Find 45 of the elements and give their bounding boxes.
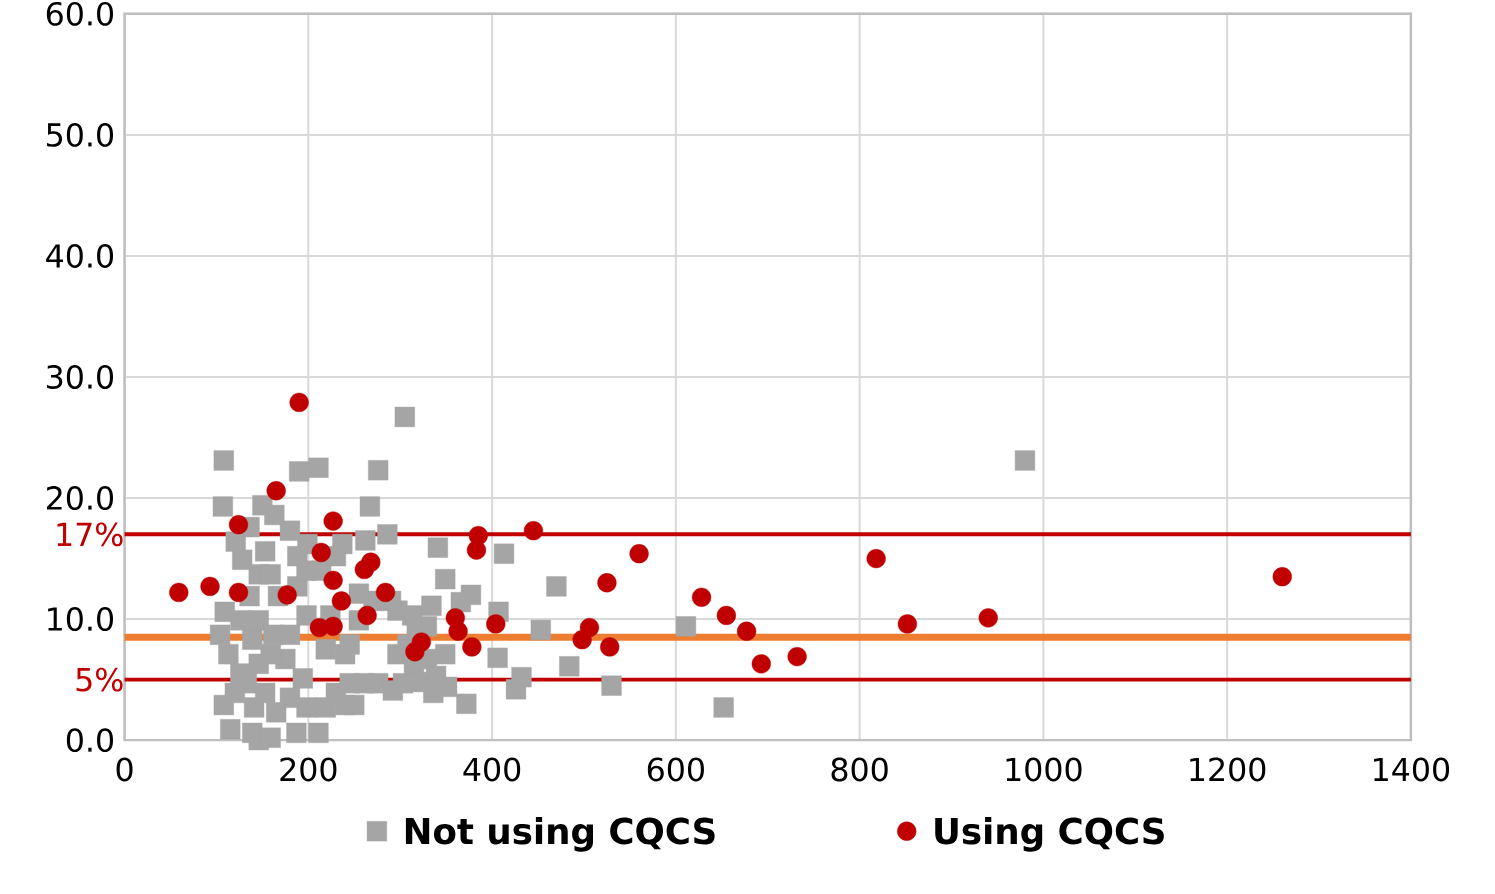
point [787, 647, 807, 667]
point [200, 577, 220, 597]
y-tick-label: 60.0 [46, 2, 114, 27]
point [361, 552, 381, 573]
point [572, 630, 592, 650]
point [597, 573, 617, 593]
point [691, 587, 712, 608]
y-tick-label: 30.0 [47, 365, 114, 390]
legend-label: Not using CQCS [405, 817, 715, 852]
y-tick-label: 50.0 [47, 123, 114, 148]
x-tick-label: 400 [463, 757, 521, 782]
point [311, 543, 331, 563]
ref-line-label: 5% [76, 667, 123, 692]
x-tick-label: 600 [647, 757, 704, 782]
x-tick-label: 800 [831, 757, 888, 782]
point [331, 591, 352, 611]
point [448, 621, 468, 642]
point [323, 571, 343, 591]
y-tick-label: 20.0 [46, 486, 114, 511]
point [169, 583, 189, 603]
point [629, 544, 649, 564]
y-tick-label: 40.0 [46, 244, 114, 269]
point [523, 521, 544, 541]
legend-label: Using CQCS [935, 817, 1164, 852]
point [600, 637, 620, 657]
point [466, 540, 487, 560]
point [897, 614, 917, 634]
point [1272, 567, 1292, 587]
y-tick-label: 0.0 [66, 728, 114, 753]
point [266, 481, 286, 501]
x-tick-label: 0 [116, 757, 133, 782]
ref-line-label: 17% [57, 522, 123, 547]
point [289, 393, 309, 413]
point [866, 549, 886, 569]
x-tick-label: 1200 [1190, 757, 1266, 782]
x-tick-label: 1400 [1374, 757, 1450, 782]
x-tick-label: 1000 [1006, 757, 1082, 782]
point [323, 511, 343, 531]
point [716, 606, 736, 626]
point [978, 608, 998, 628]
point [737, 621, 757, 642]
point [462, 637, 482, 657]
y-tick-label: 10.0 [48, 607, 114, 632]
point [751, 654, 771, 674]
x-tick-label: 200 [280, 757, 337, 782]
